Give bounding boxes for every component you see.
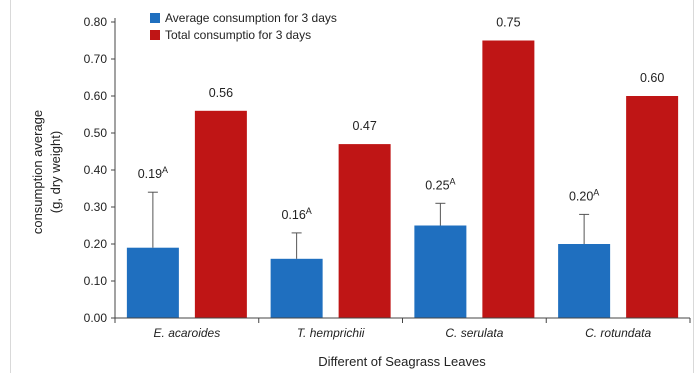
bar [558, 244, 611, 318]
x-axis-title: Different of Seagrass Leaves [318, 354, 486, 369]
data-label: 0.19A [138, 165, 168, 181]
y-tick-label: 0.70 [84, 52, 108, 66]
bar [414, 225, 467, 318]
x-tick-label: T. hemprichii [297, 326, 365, 340]
y-axis-title-line-1: consumption average [30, 110, 45, 234]
x-tick-label: C. serulata [445, 326, 503, 340]
y-axis-title-line-2: (g, dry weight) [48, 131, 63, 213]
y-tick-label: 0.80 [84, 15, 108, 29]
legend-swatch [150, 30, 160, 40]
chart-frame [10, 0, 694, 373]
legend-swatch [150, 13, 160, 23]
y-tick-label: 0.20 [84, 237, 108, 251]
bar [270, 258, 323, 318]
data-label: 0.16A [281, 206, 311, 222]
y-tick-label: 0.00 [84, 311, 108, 325]
x-tick-label: C. rotundata [585, 326, 651, 340]
bar [626, 96, 679, 318]
data-label: 0.25A [425, 176, 455, 192]
data-label-superscript: A [306, 206, 312, 216]
y-axis-title: consumption average (g, dry weight) [30, 110, 63, 234]
bar [482, 40, 535, 318]
data-label-superscript: A [162, 165, 168, 175]
bar [194, 110, 247, 318]
data-label-superscript: A [450, 176, 456, 186]
data-label: 0.20A [569, 187, 599, 203]
data-label: 0.56 [209, 86, 233, 100]
data-label: 0.60 [640, 71, 664, 85]
legend-label: Total consumptio for 3 days [165, 28, 311, 42]
y-tick-label: 0.10 [84, 274, 108, 288]
data-label: 0.75 [496, 16, 520, 30]
data-label-superscript: A [593, 187, 599, 197]
x-tick-label: E. acaroides [154, 326, 221, 340]
y-tick-label: 0.30 [84, 200, 108, 214]
bar [126, 247, 179, 318]
y-tick-label: 0.60 [84, 89, 108, 103]
y-tick-label: 0.40 [84, 163, 108, 177]
legend-label: Average consumption for 3 days [165, 11, 337, 25]
bar [338, 144, 391, 318]
y-tick-label: 0.50 [84, 126, 108, 140]
data-label: 0.47 [352, 119, 376, 133]
